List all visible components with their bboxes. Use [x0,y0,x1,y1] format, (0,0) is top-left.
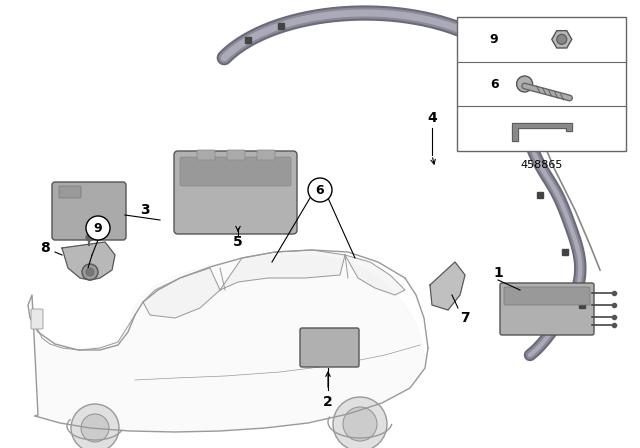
Circle shape [81,414,109,442]
Polygon shape [345,255,405,295]
Text: 4: 4 [427,111,437,125]
FancyBboxPatch shape [52,182,126,240]
Polygon shape [28,255,425,431]
Polygon shape [552,30,572,48]
Circle shape [86,268,94,276]
Text: 458865: 458865 [520,160,563,170]
Polygon shape [511,123,572,141]
FancyBboxPatch shape [197,150,215,160]
Text: 3: 3 [140,203,150,217]
FancyBboxPatch shape [504,287,590,305]
Circle shape [86,216,110,240]
Text: 6: 6 [490,78,499,90]
Polygon shape [143,268,220,318]
Circle shape [82,264,98,280]
Text: 7: 7 [460,311,470,325]
Polygon shape [430,262,465,310]
Circle shape [71,404,119,448]
FancyBboxPatch shape [31,309,43,329]
Circle shape [516,76,532,92]
Text: 1: 1 [493,266,503,280]
Text: 6: 6 [316,184,324,197]
FancyBboxPatch shape [59,186,81,198]
Circle shape [333,397,387,448]
Text: 9: 9 [490,33,499,46]
Polygon shape [220,250,345,290]
FancyBboxPatch shape [174,151,297,234]
Circle shape [343,407,377,441]
FancyBboxPatch shape [257,150,275,160]
FancyBboxPatch shape [300,328,359,367]
Polygon shape [62,242,115,280]
Text: 9: 9 [93,221,102,234]
Bar [457,17,626,151]
Text: 8: 8 [40,241,50,255]
FancyBboxPatch shape [227,150,245,160]
Circle shape [557,34,567,44]
Text: 2: 2 [323,395,333,409]
Circle shape [308,178,332,202]
FancyBboxPatch shape [180,157,291,186]
Text: 5: 5 [233,235,243,249]
FancyBboxPatch shape [500,283,594,335]
